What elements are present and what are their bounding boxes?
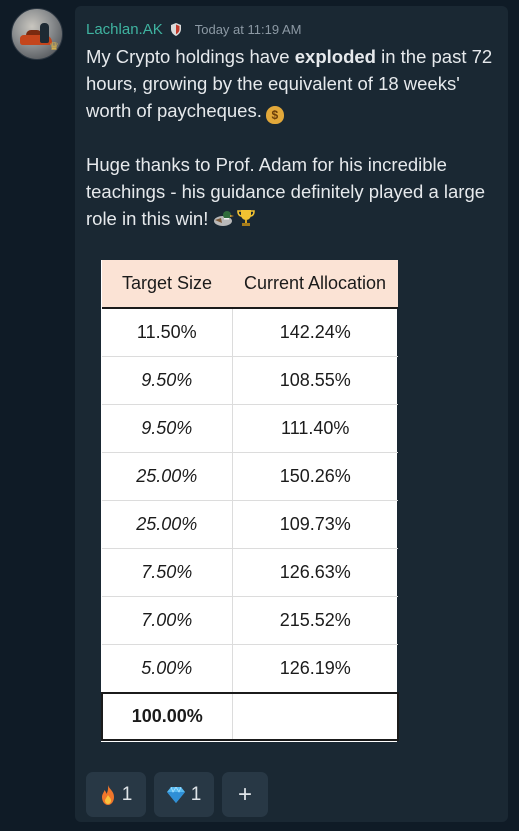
message-text: in the past 72 hours, growing by the equ… — [86, 46, 493, 121]
total-allocation-cell — [232, 692, 399, 741]
message-text: Huge thanks to Prof. Adam for his incred… — [86, 154, 486, 229]
target-size-cell: 25.00% — [102, 500, 233, 549]
reaction-count: 1 — [121, 783, 133, 805]
current-allocation-cell: 126.19% — [232, 644, 398, 694]
shield-icon — [170, 22, 181, 36]
current-allocation-cell: 111.40% — [232, 404, 398, 453]
table-row: 7.50% 126.63% — [102, 548, 398, 597]
total-target-cell: 100.00% — [101, 692, 233, 741]
plus-icon: + — [237, 780, 252, 808]
trophy-icon — [237, 210, 256, 226]
message-bold-text: exploded — [294, 46, 376, 67]
table-header-row: Target Size Current Allocation — [102, 260, 398, 309]
table-row: 7.00% 215.52% — [102, 596, 398, 645]
message-paragraph-1: My Crypto holdings have exploded in the … — [86, 43, 501, 124]
current-allocation-cell: 109.73% — [232, 500, 398, 549]
reaction-fire[interactable]: 1 — [86, 772, 146, 817]
current-allocation-cell: 142.24% — [232, 308, 398, 357]
table-row: 11.50% 142.24% — [102, 308, 398, 357]
current-allocation-cell: 150.26% — [232, 452, 398, 501]
table-row: 9.50% 108.55% — [102, 356, 398, 405]
target-size-cell: 11.50% — [102, 308, 233, 357]
table-row: 25.00% 109.73% — [102, 500, 398, 549]
timestamp: Today at 11:19 AM — [194, 21, 302, 37]
target-size-cell: 9.50% — [102, 404, 233, 453]
target-size-cell: 9.50% — [102, 356, 233, 405]
add-reaction-button[interactable]: + — [222, 772, 268, 817]
allocation-table-image[interactable]: Target Size Current Allocation 11.50% 14… — [101, 260, 399, 742]
gem-icon — [166, 786, 185, 803]
duck-icon — [214, 211, 235, 226]
reaction-count: 1 — [190, 783, 202, 805]
target-size-cell: 5.00% — [102, 644, 233, 694]
avatar[interactable] — [11, 8, 63, 60]
table-total-row: 100.00% — [101, 692, 399, 741]
allocation-table: Target Size Current Allocation 11.50% 14… — [101, 260, 399, 741]
column-header-target-size: Target Size — [102, 260, 232, 309]
crown-icon: ♛ — [49, 41, 59, 53]
current-allocation-cell: 108.55% — [232, 356, 398, 405]
message-header: Lachlan.AK Today at 11:19 AM — [86, 19, 301, 39]
target-size-cell: 7.00% — [102, 596, 233, 645]
username[interactable]: Lachlan.AK — [86, 20, 163, 38]
message-body: My Crypto holdings have exploded in the … — [86, 43, 501, 232]
table-row: 5.00% 126.19% — [102, 644, 398, 694]
column-header-current-allocation: Current Allocation — [232, 260, 398, 309]
current-allocation-cell: 126.63% — [232, 548, 398, 597]
reactions-bar: 1 1 + — [86, 772, 268, 817]
money-bag-icon: $ — [265, 106, 284, 124]
fire-icon — [101, 784, 114, 805]
reaction-gem[interactable]: 1 — [154, 772, 214, 817]
message-paragraph-2: Huge thanks to Prof. Adam for his incred… — [86, 151, 501, 232]
table-row: 25.00% 150.26% — [102, 452, 398, 501]
table-row: 9.50% 111.40% — [102, 404, 398, 453]
target-size-cell: 7.50% — [102, 548, 233, 597]
target-size-cell: 25.00% — [102, 452, 233, 501]
message-text: My Crypto holdings have — [86, 46, 295, 67]
current-allocation-cell: 215.52% — [232, 596, 398, 645]
